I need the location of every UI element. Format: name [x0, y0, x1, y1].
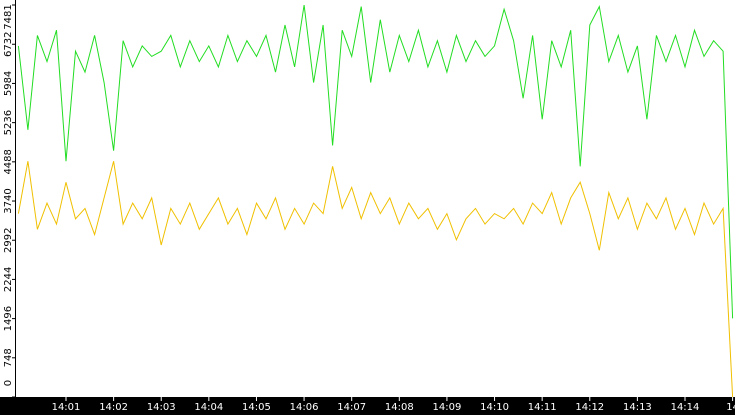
- y-tick-label: 6732: [3, 32, 14, 57]
- y-tick-label: 5236: [3, 110, 14, 135]
- x-tick-label: 14:12: [575, 402, 604, 413]
- x-tick-label: 14:11: [528, 402, 557, 413]
- x-tick-label: 14:13: [623, 402, 652, 413]
- x-tick-label: 14:01: [52, 402, 81, 413]
- x-tick-label: 14:06: [290, 402, 319, 413]
- y-tick-label: 0: [3, 380, 14, 386]
- y-tick-label: 2244: [3, 267, 14, 292]
- y-tick-label: 748: [3, 348, 14, 367]
- x-tick-label: 14:05: [242, 402, 271, 413]
- series-line: [17, 5, 734, 319]
- x-tick-label: 14:09: [433, 402, 462, 413]
- y-tick-label: 7481: [3, 4, 14, 29]
- y-tick-label: 5984: [3, 71, 14, 96]
- y-tick-label: 2992: [3, 227, 14, 252]
- x-tick-label: 14: [726, 402, 735, 413]
- x-tick-label: 14:04: [194, 402, 223, 413]
- x-tick-label: 14:08: [385, 402, 414, 413]
- x-tick-label: 14:02: [99, 402, 128, 413]
- y-tick-label: 4488: [3, 149, 14, 174]
- y-tick-label: 1496: [3, 306, 14, 331]
- x-tick-label: 14:10: [480, 402, 509, 413]
- x-tick-label: 14:07: [337, 402, 366, 413]
- x-tick-label: 14:14: [671, 402, 700, 413]
- x-axis-band: [0, 397, 735, 415]
- y-tick-label: 3740: [3, 188, 14, 213]
- series-line: [17, 161, 734, 398]
- x-tick-label: 14:03: [147, 402, 176, 413]
